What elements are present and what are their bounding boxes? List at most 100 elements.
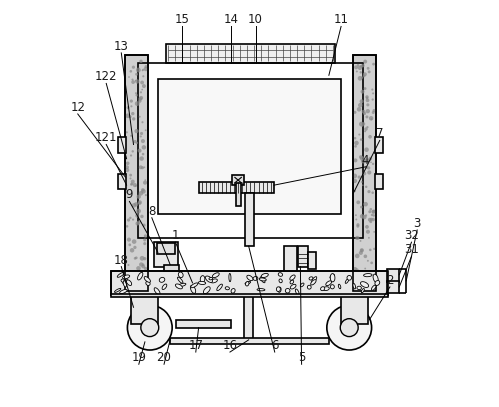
Ellipse shape — [179, 283, 186, 287]
Bar — [375, 174, 383, 189]
Circle shape — [125, 114, 130, 118]
Circle shape — [141, 319, 159, 337]
Circle shape — [360, 240, 361, 242]
Circle shape — [356, 225, 359, 228]
Bar — [387, 269, 399, 282]
Circle shape — [362, 125, 363, 127]
Ellipse shape — [231, 289, 235, 293]
Ellipse shape — [225, 287, 230, 290]
Circle shape — [361, 159, 366, 164]
Ellipse shape — [206, 276, 213, 282]
Ellipse shape — [311, 280, 316, 285]
Circle shape — [132, 150, 134, 153]
Ellipse shape — [200, 276, 205, 283]
Circle shape — [139, 263, 143, 267]
Ellipse shape — [114, 289, 121, 292]
Circle shape — [136, 68, 141, 72]
Circle shape — [143, 242, 146, 245]
Circle shape — [359, 155, 363, 159]
Circle shape — [372, 210, 376, 214]
Circle shape — [138, 99, 142, 103]
Circle shape — [141, 189, 146, 194]
Circle shape — [142, 145, 146, 150]
Circle shape — [372, 111, 375, 114]
Circle shape — [139, 272, 141, 274]
Text: 5: 5 — [298, 351, 305, 364]
Ellipse shape — [198, 281, 206, 284]
Circle shape — [140, 214, 144, 218]
Circle shape — [135, 79, 140, 83]
Circle shape — [133, 273, 135, 276]
Circle shape — [133, 140, 137, 143]
Circle shape — [131, 183, 133, 185]
Circle shape — [371, 88, 373, 91]
Bar — [138, 63, 363, 238]
Circle shape — [131, 179, 135, 184]
Circle shape — [366, 103, 369, 106]
Circle shape — [364, 127, 368, 131]
Ellipse shape — [279, 279, 282, 283]
Circle shape — [144, 234, 147, 238]
Text: 17: 17 — [188, 339, 203, 352]
Ellipse shape — [191, 285, 196, 293]
Circle shape — [137, 212, 139, 214]
Circle shape — [132, 275, 134, 277]
Circle shape — [132, 219, 134, 221]
Circle shape — [372, 92, 374, 94]
Bar — [164, 265, 180, 271]
Circle shape — [327, 305, 372, 350]
Circle shape — [371, 218, 375, 221]
Bar — [166, 44, 335, 63]
Text: 8: 8 — [148, 205, 156, 218]
Circle shape — [364, 130, 366, 132]
Circle shape — [127, 219, 130, 222]
Circle shape — [361, 181, 363, 183]
Circle shape — [366, 96, 368, 99]
Circle shape — [354, 137, 356, 140]
Bar — [111, 294, 388, 297]
Circle shape — [131, 79, 134, 81]
Circle shape — [130, 135, 132, 137]
Circle shape — [139, 96, 143, 100]
Circle shape — [366, 284, 368, 286]
Circle shape — [370, 262, 373, 264]
Ellipse shape — [285, 289, 290, 293]
Ellipse shape — [300, 283, 304, 287]
Bar — [308, 252, 316, 269]
Circle shape — [134, 289, 136, 291]
Circle shape — [141, 166, 144, 169]
Text: 18: 18 — [114, 254, 129, 267]
Circle shape — [355, 236, 359, 240]
Circle shape — [373, 214, 375, 217]
Circle shape — [369, 208, 372, 210]
Circle shape — [135, 272, 138, 274]
Circle shape — [371, 191, 374, 194]
Circle shape — [355, 219, 357, 221]
Circle shape — [138, 272, 141, 275]
Circle shape — [361, 64, 365, 67]
Circle shape — [145, 129, 147, 131]
Circle shape — [145, 179, 146, 181]
Circle shape — [368, 157, 372, 160]
Ellipse shape — [295, 289, 299, 295]
Circle shape — [132, 203, 136, 208]
Circle shape — [354, 145, 357, 148]
Ellipse shape — [121, 279, 126, 283]
Bar — [284, 246, 297, 271]
Circle shape — [127, 238, 131, 242]
Circle shape — [125, 168, 129, 172]
Circle shape — [131, 80, 135, 84]
Circle shape — [129, 174, 132, 177]
Circle shape — [141, 139, 145, 143]
Circle shape — [366, 276, 369, 279]
Ellipse shape — [290, 280, 293, 284]
Ellipse shape — [353, 283, 356, 289]
Ellipse shape — [117, 272, 124, 277]
Circle shape — [139, 191, 143, 196]
Ellipse shape — [245, 282, 250, 284]
Ellipse shape — [260, 277, 265, 283]
Circle shape — [373, 248, 375, 250]
Circle shape — [132, 66, 135, 69]
Circle shape — [358, 175, 361, 179]
Ellipse shape — [278, 287, 281, 292]
